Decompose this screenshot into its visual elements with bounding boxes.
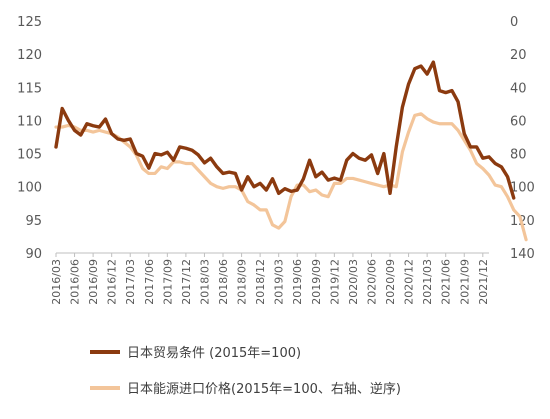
x-tick-label: 2020/03 <box>347 259 360 305</box>
left-tick-label: 125 <box>17 15 42 30</box>
x-tick-label: 2020/12 <box>403 259 416 305</box>
left-tick-label: 120 <box>17 48 42 63</box>
left-tick-label: 105 <box>17 148 42 163</box>
series-line-trade-terms <box>54 60 516 200</box>
x-tick-label: 2018/09 <box>236 259 249 305</box>
x-tick-label: 2021/12 <box>477 259 490 305</box>
x-tick-label: 2021/03 <box>421 259 434 305</box>
x-tick-label: 2020/09 <box>384 259 397 305</box>
x-tick-label: 2021/09 <box>458 259 471 305</box>
x-tick-label: 2017/06 <box>143 259 156 305</box>
left-axis-ticks: 90 95 100 105 110 115 120 125 <box>17 15 42 262</box>
x-tick-label: 2019/06 <box>291 259 304 305</box>
x-tick-label: 2016/06 <box>69 259 82 305</box>
x-tick-label: 2018/03 <box>198 259 211 305</box>
legend-label-energy-import: 日本能源进口价格(2015年=100、右轴、逆序) <box>127 381 401 397</box>
right-tick-label: 0 <box>510 15 518 30</box>
right-tick-label: 100 <box>510 181 535 196</box>
legend: 日本贸易条件 (2015年=100) 日本能源进口价格(2015年=100、右轴… <box>90 345 401 397</box>
x-tick-label: 2016/12 <box>106 259 119 305</box>
series-lines <box>54 60 528 242</box>
left-tick-label: 110 <box>17 114 42 129</box>
x-axis-ticks: 2016/03 2016/06 2016/09 2016/12 2017/03 2017/… <box>50 253 490 305</box>
x-tick-label: 2016/09 <box>87 259 100 305</box>
right-tick-label: 80 <box>510 148 527 163</box>
right-tick-label: 40 <box>510 81 527 96</box>
x-tick-label: 2019/12 <box>328 259 341 305</box>
x-tick-label: 2017/12 <box>180 259 193 305</box>
x-tick-label: 2020/06 <box>365 259 378 305</box>
x-tick-label: 2021/06 <box>440 259 453 305</box>
series-line-energy-import <box>54 112 528 242</box>
legend-label-trade-terms: 日本贸易条件 (2015年=100) <box>127 345 301 361</box>
x-tick-label: 2017/09 <box>161 259 174 305</box>
left-tick-label: 100 <box>17 181 42 196</box>
x-tick-label: 2016/03 <box>50 259 63 305</box>
right-tick-label: 60 <box>510 114 527 129</box>
right-tick-label: 140 <box>510 247 535 262</box>
left-tick-label: 95 <box>25 214 42 229</box>
x-tick-label: 2018/06 <box>217 259 230 305</box>
x-tick-label: 2019/03 <box>273 259 286 305</box>
right-tick-label: 20 <box>510 48 527 63</box>
left-tick-label: 90 <box>25 247 42 262</box>
x-tick-label: 2017/03 <box>124 259 137 305</box>
x-tick-label: 2019/09 <box>310 259 323 305</box>
left-tick-label: 115 <box>17 81 42 96</box>
x-tick-label: 2018/12 <box>254 259 267 305</box>
